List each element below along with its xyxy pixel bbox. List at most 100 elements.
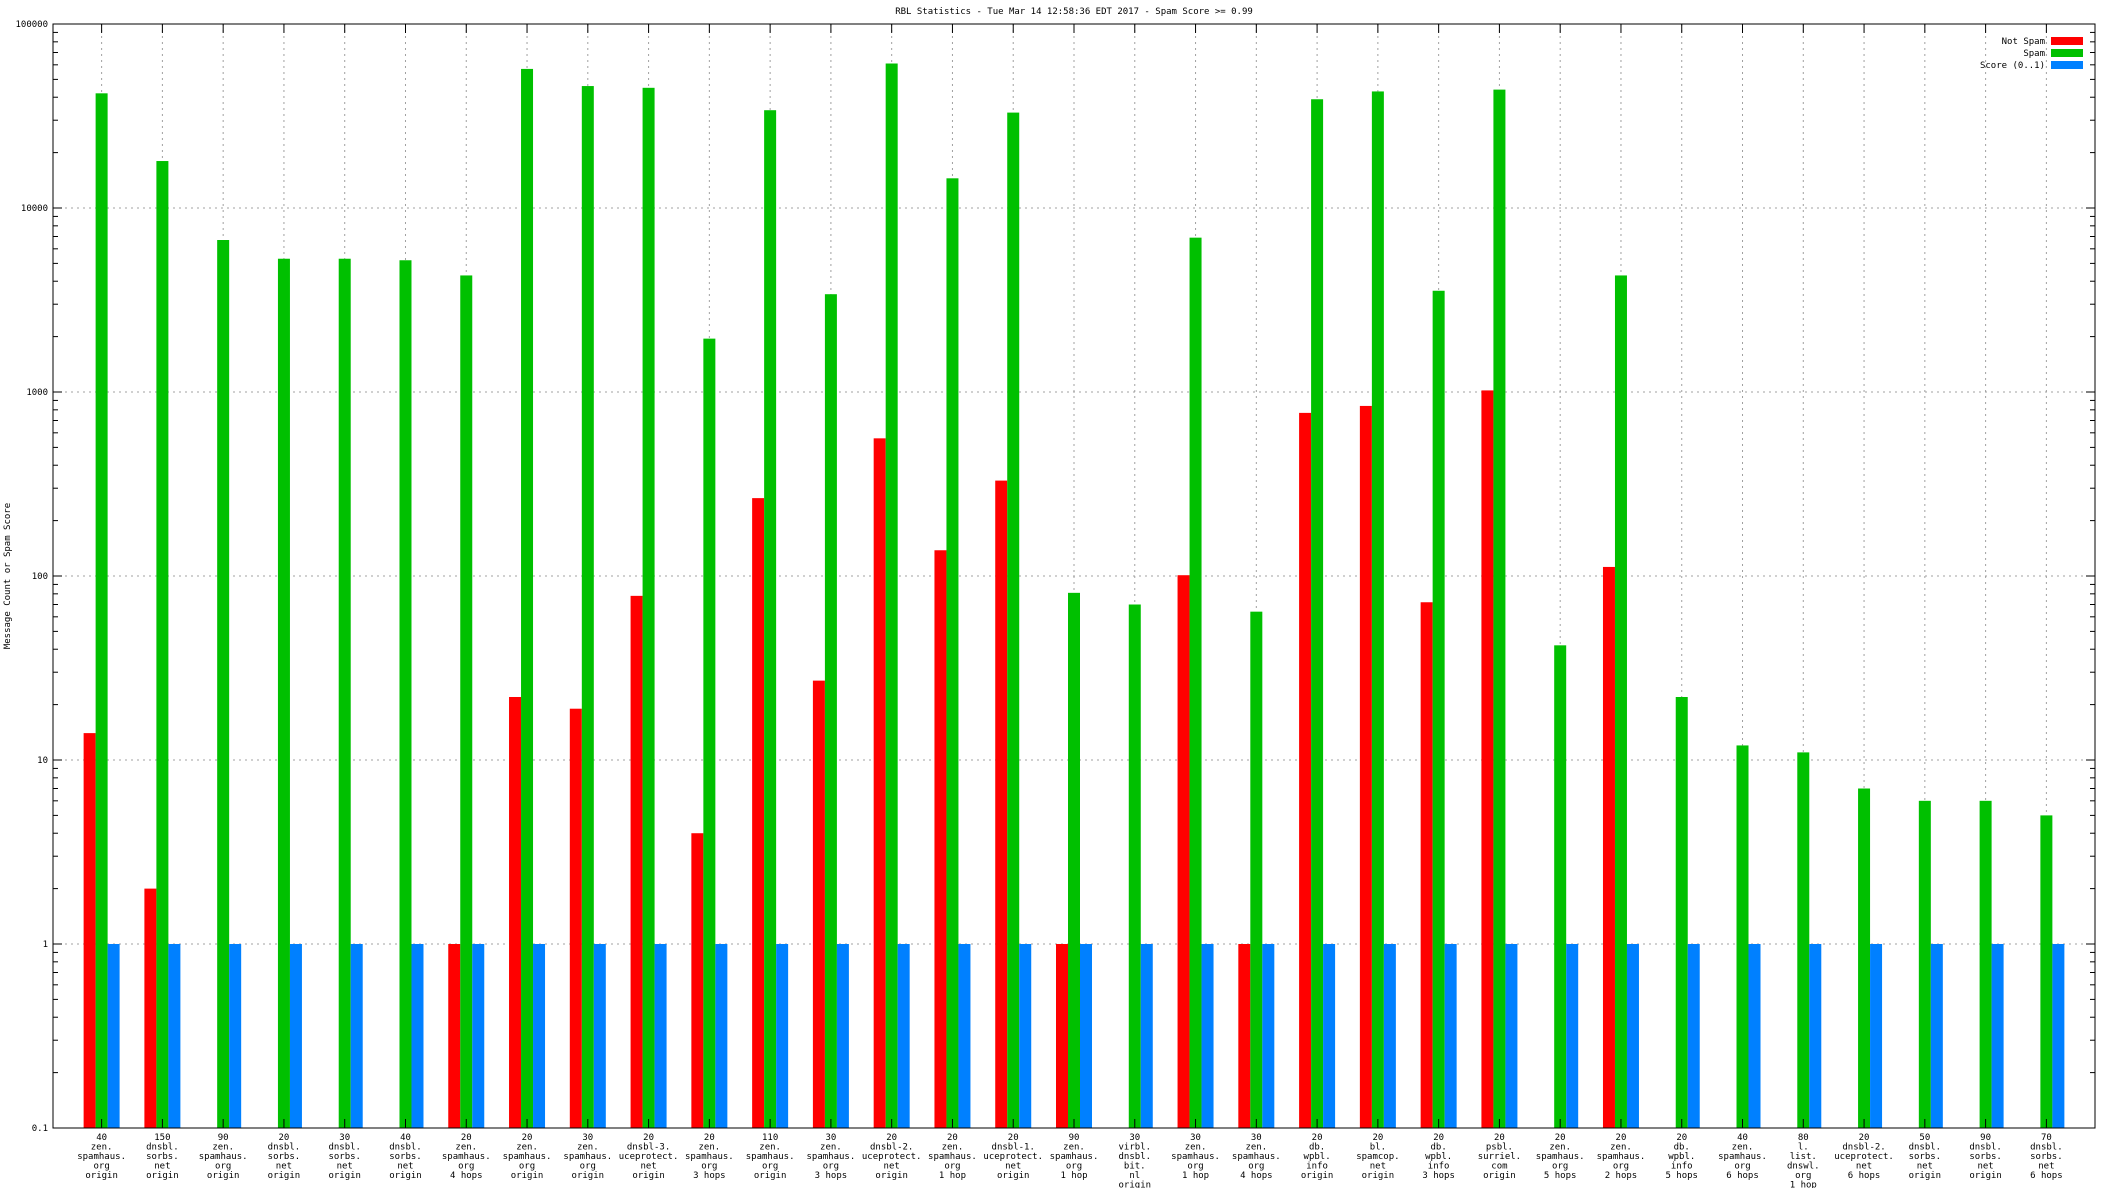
x-tick-label-line: bl.: [1370, 1143, 1386, 1153]
x-tick-label-line: db.: [1309, 1143, 1325, 1153]
bar-spam: [1371, 91, 1384, 1129]
x-tick-label: 20 dnsbl-1. uceprotect. net origin: [983, 1133, 1043, 1181]
x-tick-label-line: zen.: [577, 1143, 599, 1153]
x-tick-label-line: 30: [582, 1133, 593, 1143]
x-tick-label: 30 zen. spamhaus. org origin: [563, 1133, 612, 1181]
x-tick-label-line: 5 hops: [1544, 1171, 1577, 1181]
bar-score-0-1: [168, 944, 181, 1128]
x-tick-label-line: 20: [1616, 1133, 1627, 1143]
x-tick-label-line: 30: [1129, 1133, 1140, 1143]
bar-score-0-1: [654, 944, 667, 1128]
bar-score-0-1: [1444, 944, 1457, 1128]
bar-spam: [1858, 788, 1871, 1128]
x-tick-label-line: dnsbl.: [1119, 1152, 1152, 1162]
x-tick-label-line: uceprotect.: [619, 1152, 679, 1162]
bar-score-0-1: [958, 944, 971, 1128]
x-tick-label-line: 3 hops: [815, 1171, 848, 1181]
x-tick-label: 20 db. wpbl. info 5 hops: [1665, 1133, 1698, 1181]
x-tick-label-line: org: [1613, 1162, 1629, 1172]
bar-not-spam: [569, 708, 582, 1128]
x-tick-label-line: net: [276, 1162, 292, 1172]
x-tick-label-line: org: [1248, 1162, 1264, 1172]
x-tick-label-line: spamhaus.: [685, 1152, 734, 1162]
x-tick-label-line: 80: [1798, 1133, 1809, 1143]
bar-spam: [95, 93, 108, 1128]
x-tick-label-line: org: [93, 1162, 109, 1172]
x-tick-label-line: virbl.: [1119, 1143, 1152, 1153]
bar-not-spam: [144, 888, 157, 1128]
x-tick-label-line: zen.: [759, 1143, 781, 1153]
bar-not-spam: [1177, 575, 1190, 1128]
x-tick-label-line: zen.: [1549, 1143, 1571, 1153]
x-tick-label-line: 3 hops: [1422, 1171, 1455, 1181]
y-tick-label: 1: [43, 940, 48, 950]
x-tick-label-line: zen.: [1185, 1143, 1207, 1153]
x-tick-label-line: spamhaus.: [563, 1152, 612, 1162]
bar-spam: [1675, 696, 1688, 1128]
x-tick-label-line: dnsbl.: [389, 1143, 422, 1153]
x-tick-label-line: nl: [1129, 1171, 1140, 1181]
bar-spam: [824, 294, 837, 1128]
x-tick-label-line: net: [397, 1162, 413, 1172]
bar-score-0-1: [229, 944, 242, 1128]
x-tick-label-line: sorbs.: [146, 1152, 179, 1162]
bar-spam: [1250, 611, 1263, 1128]
x-tick-label: 20 dnsbl-2. uceprotect. net 6 hops: [1834, 1133, 1894, 1181]
bar-not-spam: [1420, 602, 1433, 1128]
bar-spam: [1311, 99, 1324, 1128]
chart-title: RBL Statistics - Tue Mar 14 12:58:36 EDT…: [895, 7, 1253, 17]
x-tick-label-line: sorbs.: [268, 1152, 301, 1162]
x-tick-label-line: net: [884, 1162, 900, 1172]
x-tick-label-line: zen.: [212, 1143, 234, 1153]
x-tick-label: 40 zen. spamhaus. org 6 hops: [1718, 1133, 1767, 1181]
bar-spam: [642, 87, 655, 1129]
x-tick-label-line: dnsbl.: [328, 1143, 361, 1153]
bar-score-0-1: [1262, 944, 1275, 1128]
x-tick-label-line: dnsbl-2.: [1842, 1143, 1885, 1153]
y-tick-label: 10: [37, 756, 48, 766]
x-tick-label-line: zen.: [516, 1143, 538, 1153]
x-tick-label-line: spamhaus.: [199, 1152, 248, 1162]
x-tick-label: 90 dnsbl. sorbs. net origin: [1969, 1133, 2002, 1181]
x-tick-label-line: dnsbl.: [268, 1143, 301, 1153]
x-tick-label: 20 zen. spamhaus. org origin: [503, 1133, 552, 1181]
x-tick-label: 30 zen. spamhaus. org 1 hop: [1171, 1133, 1220, 1181]
bar-score-0-1: [1140, 944, 1153, 1128]
bar-spam: [703, 338, 716, 1128]
x-tick-label-line: 6 hops: [1848, 1171, 1881, 1181]
x-tick-label-line: origin: [1119, 1181, 1152, 1188]
x-tick-label-line: zen.: [699, 1143, 721, 1153]
bar-not-spam: [812, 680, 825, 1128]
legend-swatch: [2051, 61, 2083, 69]
x-tick-label: 80 l. list. dnswl. org 1 hop: [1787, 1133, 1820, 1188]
x-tick-label-line: 6 hops: [1726, 1171, 1759, 1181]
x-tick-label-line: zen.: [1610, 1143, 1632, 1153]
bars: [83, 63, 2065, 1129]
x-tick-label-line: 20: [1312, 1133, 1323, 1143]
x-tick-label-line: 90: [218, 1133, 229, 1143]
x-tick-label-line: 90: [1069, 1133, 1080, 1143]
x-tick-label-line: info: [1428, 1162, 1450, 1172]
bar-spam: [1918, 800, 1931, 1128]
bar-spam: [885, 63, 898, 1129]
x-tick-label-line: wpbl.: [1304, 1152, 1331, 1162]
x-tick-label-line: wpbl.: [1668, 1152, 1695, 1162]
x-tick-label-line: 40: [96, 1133, 107, 1143]
x-tick-label-line: zen.: [1732, 1143, 1754, 1153]
bar-spam: [460, 275, 473, 1129]
x-tick-label-line: dnsbl.: [2030, 1143, 2063, 1153]
axis-ticks: [53, 23, 2095, 1129]
x-tick-label-line: sorbs.: [328, 1152, 361, 1162]
bar-score-0-1: [1383, 944, 1396, 1128]
bar-not-spam: [509, 696, 522, 1128]
x-tick-label-line: org: [215, 1162, 231, 1172]
x-tick-label-line: origin: [875, 1171, 908, 1181]
x-tick-label: 20 psbl. surriel. com origin: [1478, 1133, 1521, 1181]
x-tick-label-line: org: [519, 1162, 535, 1172]
x-tick-label-line: dnswl.: [1787, 1162, 1820, 1172]
x-tick-label-line: origin: [85, 1171, 118, 1181]
x-tick-label-line: 50: [1919, 1133, 1930, 1143]
x-tick-label-line: 20: [643, 1133, 654, 1143]
x-tick-label: 20 bl. spamcop. net origin: [1356, 1133, 1399, 1181]
legend-label: Not Spam: [2002, 37, 2045, 47]
